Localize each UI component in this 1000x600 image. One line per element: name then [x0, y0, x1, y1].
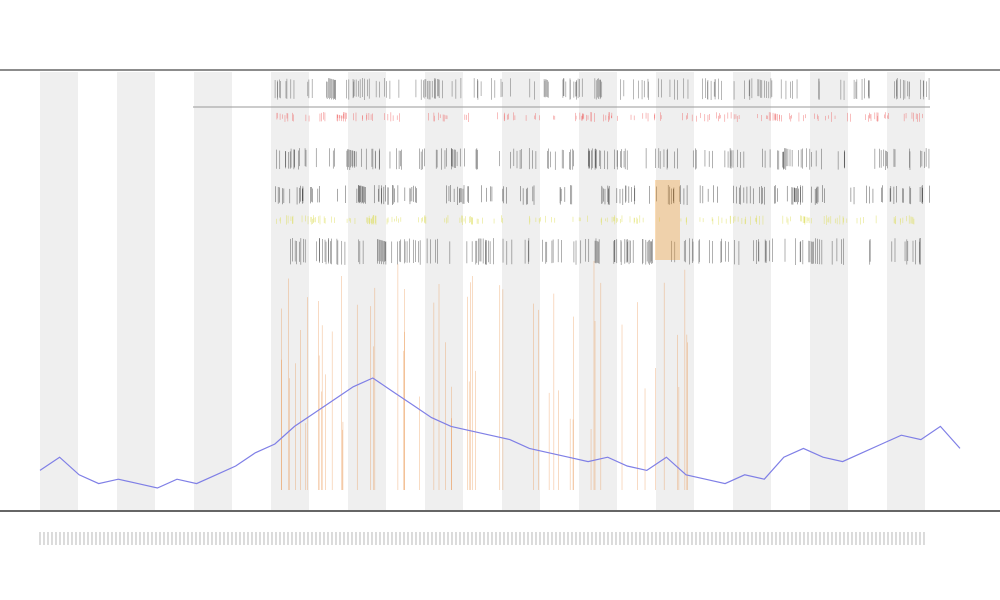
annotation-tracks — [274, 78, 930, 490]
band — [579, 72, 617, 510]
band — [348, 72, 386, 510]
data-line — [39, 377, 961, 489]
x-tick-labels — [39, 532, 925, 545]
background-bands — [40, 72, 925, 510]
band — [194, 72, 232, 510]
band — [425, 72, 463, 510]
band — [271, 72, 309, 510]
band — [40, 72, 78, 510]
highlight — [655, 180, 680, 260]
band — [810, 72, 848, 510]
band — [656, 72, 694, 510]
band — [733, 72, 771, 510]
band — [117, 72, 155, 510]
band — [887, 72, 925, 510]
